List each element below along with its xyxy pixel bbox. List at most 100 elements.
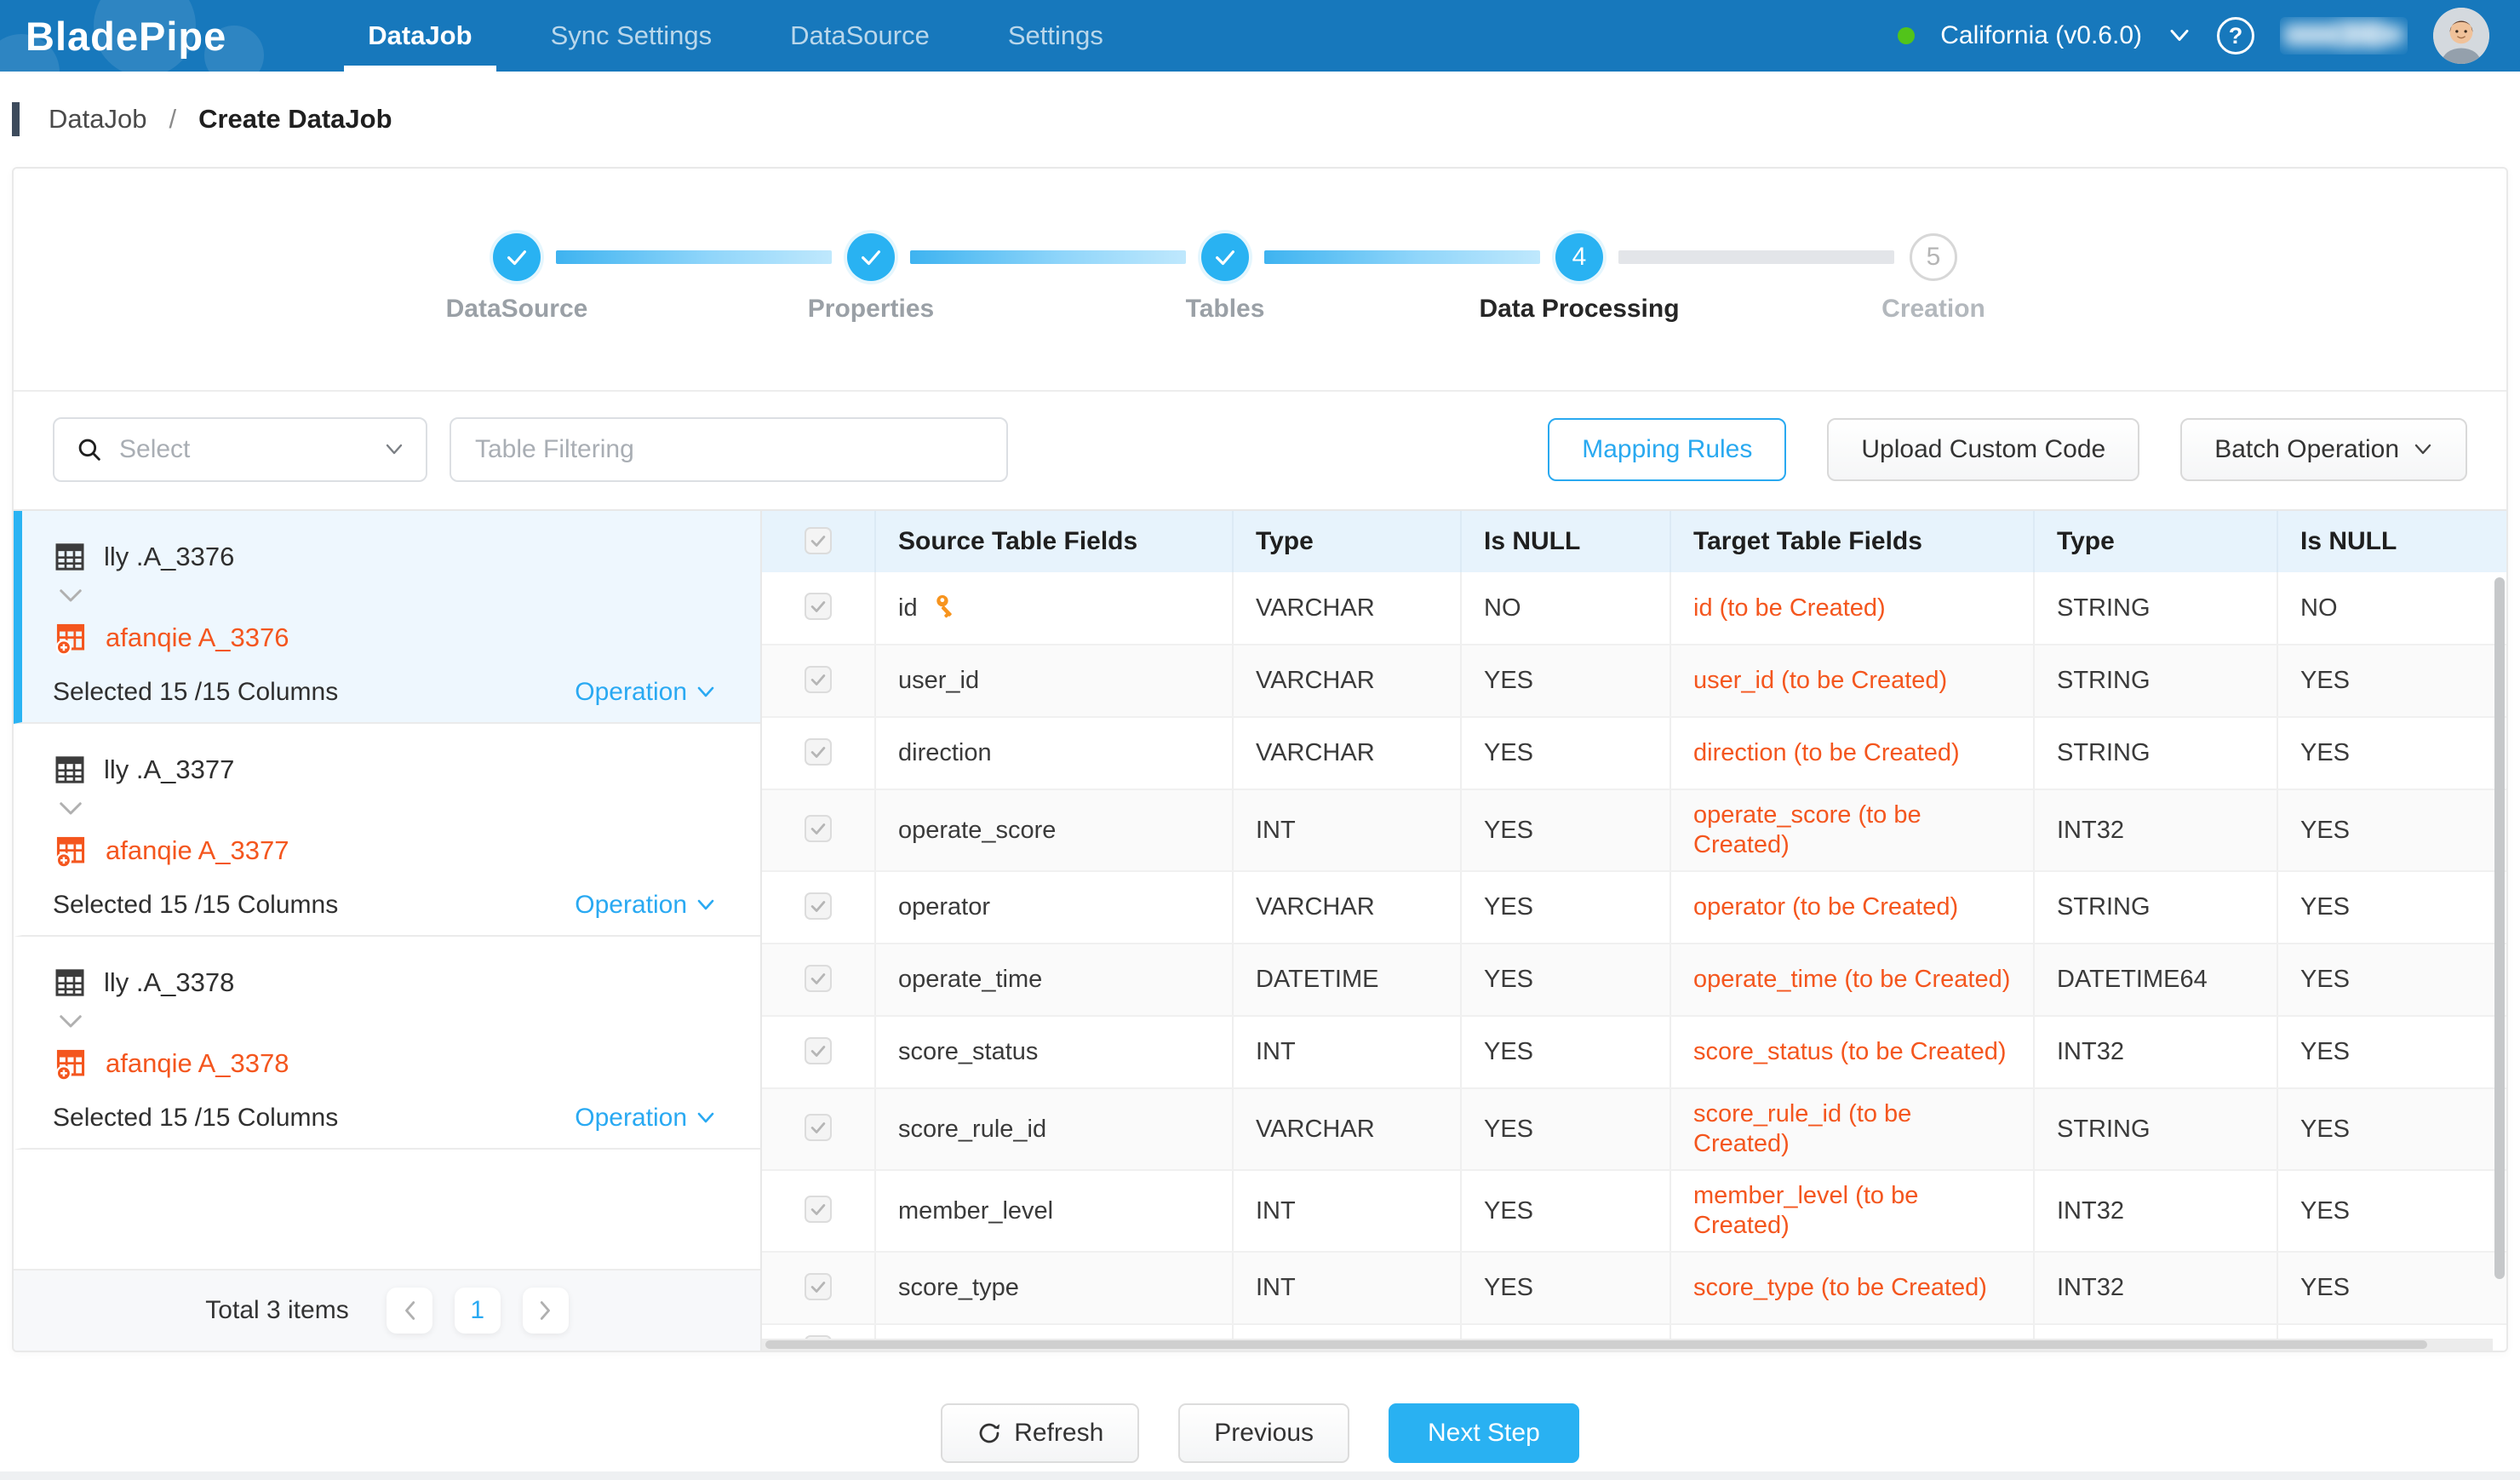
row-checkbox[interactable] [805, 1196, 832, 1223]
col-header-target-type: Type [2034, 511, 2277, 572]
row-checkbox[interactable] [805, 1114, 832, 1141]
mapping-rules-button[interactable]: Mapping Rules [1548, 418, 1786, 481]
source-field-name: id [898, 594, 918, 623]
col-header-source-isnull: Is NULL [1461, 511, 1670, 572]
avatar[interactable] [2433, 8, 2489, 64]
target-field-type: STRING [2034, 1088, 2277, 1170]
operation-dropdown[interactable]: Operation [575, 678, 716, 707]
table-pair-pane: lly .A_3376 afanqie A_3376 Selected 15 /… [14, 511, 762, 1351]
target-field-type: DATETIME64 [2034, 944, 2277, 1016]
nav-tab-settings[interactable]: Settings [969, 0, 1143, 72]
field-table-header-row: Source Table Fields Type Is NULL Target … [762, 511, 2506, 572]
step-label: DataSource [372, 295, 662, 324]
row-checkbox[interactable] [805, 666, 832, 693]
nav-tab-label: DataJob [368, 20, 472, 51]
help-icon[interactable]: ? [2217, 17, 2254, 54]
username-blurred[interactable] [2280, 17, 2408, 54]
table-pair-item[interactable]: lly .A_3378 afanqie A_3378 Selected 15 /… [14, 937, 760, 1150]
nav-tab-sync-settings[interactable]: Sync Settings [512, 0, 752, 72]
target-field-isnull: YES [2277, 1252, 2506, 1324]
map-chevron-down-icon[interactable] [58, 1013, 760, 1030]
table-pair-item[interactable]: lly .A_3377 afanqie A_3377 Selected 15 /… [14, 724, 760, 937]
horizontal-scrollbar-thumb[interactable] [765, 1340, 2427, 1349]
field-row: id VARCHAR NO id (to be Created) STRING … [762, 572, 2506, 645]
field-table-body: id VARCHAR NO id (to be Created) STRING … [762, 572, 2506, 1351]
upload-custom-code-button[interactable]: Upload Custom Code [1827, 418, 2139, 481]
selection-summary: Selected 15 /15 Columns [53, 678, 338, 707]
step-label: Creation [1789, 295, 2078, 324]
source-field-type: INT [1233, 789, 1461, 871]
step-circle[interactable]: 3 [1201, 233, 1249, 281]
source-field-name: member_level [898, 1196, 1053, 1226]
target-field-isnull: YES [2277, 1016, 2506, 1088]
page-number-button[interactable]: 1 [455, 1288, 501, 1334]
row-checkbox[interactable] [805, 1037, 832, 1064]
batch-operation-button[interactable]: Batch Operation [2180, 418, 2467, 481]
source-field-name: score_rule_id [898, 1115, 1046, 1144]
source-table-name: lly .A_3376 [104, 542, 234, 572]
region-chevron-down-icon[interactable] [2168, 28, 2191, 43]
step-label: Properties [726, 295, 1016, 324]
target-field-isnull: YES [2277, 944, 2506, 1016]
prev-page-button[interactable] [387, 1288, 432, 1334]
table-filter-input[interactable] [450, 417, 1008, 482]
target-field-name: score_status (to be Created) [1670, 1016, 2034, 1088]
field-row: score_rule_id VARCHAR YES score_rule_id … [762, 1088, 2506, 1170]
pair-select-dropdown[interactable]: Select [53, 417, 427, 482]
next-step-button[interactable]: Next Step [1389, 1403, 1579, 1463]
col-header-target-fields: Target Table Fields [1670, 511, 2034, 572]
select-all-checkbox[interactable] [805, 527, 832, 554]
toolbar: Select Mapping Rules Upload Custom Code … [14, 392, 2506, 508]
operation-dropdown[interactable]: Operation [575, 1104, 716, 1133]
target-field-type: INT32 [2034, 1170, 2277, 1252]
step-circle[interactable]: 4 [1555, 233, 1603, 281]
row-checkbox[interactable] [805, 815, 832, 842]
operation-dropdown[interactable]: Operation [575, 891, 716, 920]
row-checkbox[interactable] [805, 1273, 832, 1300]
row-checkbox[interactable] [805, 965, 832, 992]
nav-tab-datasource[interactable]: DataSource [751, 0, 969, 72]
row-checkbox[interactable] [805, 738, 832, 766]
field-row: score_status INT YES score_status (to be… [762, 1016, 2506, 1088]
breadcrumb: DataJob / Create DataJob [0, 72, 2520, 167]
target-table-name: afanqie A_3377 [106, 835, 289, 866]
status-dot [1898, 27, 1915, 44]
page-title: Create DataJob [198, 104, 392, 135]
previous-button[interactable]: Previous [1178, 1403, 1349, 1463]
check-icon [1212, 244, 1238, 270]
target-field-isnull: YES [2277, 717, 2506, 789]
target-field-isnull: YES [2277, 1170, 2506, 1252]
step-number: 4 [1572, 243, 1587, 272]
region-selector-label: California (v0.6.0) [1940, 21, 2142, 50]
target-table-name: afanqie A_3378 [106, 1048, 289, 1079]
target-field-type: STRING [2034, 645, 2277, 717]
map-chevron-down-icon[interactable] [58, 588, 760, 605]
row-checkbox[interactable] [805, 892, 832, 920]
breadcrumb-parent[interactable]: DataJob [49, 104, 146, 135]
map-chevron-down-icon[interactable] [58, 800, 760, 817]
field-mapping-table: Source Table Fields Type Is NULL Target … [762, 511, 2506, 1351]
field-row: operate_time DATETIME YES operate_time (… [762, 944, 2506, 1016]
target-field-name: operate_score (to be Created) [1670, 789, 2034, 871]
source-field-name: user_id [898, 666, 979, 696]
app-logo: BladePipe [26, 13, 226, 60]
source-field-isnull: YES [1461, 871, 1670, 944]
source-field-name: score_status [898, 1037, 1038, 1067]
step-circle[interactable]: 5 [1910, 233, 1957, 281]
table-pair-item[interactable]: lly .A_3376 afanqie A_3376 Selected 15 /… [14, 511, 760, 724]
nav-tabs: DataJob Sync Settings DataSource Setting… [329, 0, 1143, 72]
col-header-source-type: Type [1233, 511, 1461, 572]
step-circle[interactable]: 1 [493, 233, 541, 281]
step-connector [1264, 250, 1540, 264]
nav-tab-label: Sync Settings [551, 20, 713, 51]
next-page-button[interactable] [523, 1288, 569, 1334]
refresh-button[interactable]: Refresh [941, 1403, 1139, 1463]
row-checkbox[interactable] [805, 593, 832, 620]
vertical-scrollbar-thumb[interactable] [2494, 577, 2505, 1279]
nav-right: California (v0.6.0) ? [1898, 8, 2489, 64]
source-field-name: operate_time [898, 965, 1042, 995]
step-circle[interactable]: 2 [847, 233, 895, 281]
operation-label: Operation [575, 891, 687, 920]
field-row: operator VARCHAR YES operator (to be Cre… [762, 871, 2506, 944]
nav-tab-datajob[interactable]: DataJob [329, 0, 511, 72]
